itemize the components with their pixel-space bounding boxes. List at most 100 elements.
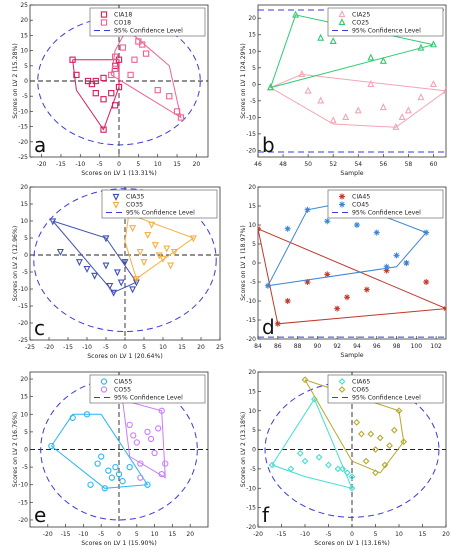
- y-tick-label: 0: [252, 447, 256, 454]
- x-tick-label: 15: [173, 161, 181, 168]
- y-tick-label: 25: [20, 2, 28, 9]
- data-point: [298, 70, 306, 78]
- y-tick-label: -20: [18, 139, 28, 146]
- data-point: [325, 461, 332, 469]
- legend-marker: [100, 386, 108, 393]
- plot-area: [258, 199, 446, 338]
- x-tick-label: 0: [350, 531, 354, 538]
- data-point: [127, 71, 134, 79]
- y-tick-label: 5: [24, 429, 28, 436]
- legend-marker: [338, 378, 346, 385]
- data-point: [132, 276, 140, 284]
- data-point: [133, 439, 140, 446]
- data-point: [100, 74, 107, 82]
- data-point: [274, 320, 281, 327]
- y-tick-label: 20: [248, 369, 256, 376]
- panel-b: 46 48 50 52 54 56 58 60 -20 -15 -10 -5 0 5 10 15 20 Sampl…: [240, 4, 447, 177]
- series-hull: [258, 228, 446, 325]
- x-tick-label: 54: [354, 161, 362, 168]
- y-tick-label: -10: [246, 298, 256, 305]
- x-tick-label: 46: [254, 161, 262, 168]
- y-tick-label: -10: [18, 286, 28, 293]
- data-point: [69, 56, 76, 63]
- data-point: [73, 71, 80, 79]
- legend-ci-label: 95% Confidence Level: [126, 210, 195, 217]
- data-point: [69, 414, 76, 421]
- data-point: [87, 481, 94, 488]
- x-tick-label: 56: [380, 161, 388, 168]
- legend-ci-label: 95% Confidence Level: [352, 395, 421, 402]
- data-point: [111, 65, 119, 72]
- data-point: [92, 90, 99, 97]
- x-axis-label: Scores on LV 1 (20.64%): [87, 353, 162, 360]
- y-tick-label: 10: [20, 411, 28, 418]
- data-point: [121, 259, 129, 267]
- data-point: [342, 113, 350, 120]
- data-point: [404, 106, 412, 114]
- y-tick-label: -15: [246, 505, 256, 512]
- x-tick-label: 100: [411, 343, 423, 350]
- y-tick-label: 15: [248, 203, 256, 210]
- data-point: [264, 282, 271, 289]
- x-tick-label: -10: [82, 344, 92, 351]
- data-point: [304, 279, 311, 285]
- y-axis-label: Scores on LV 2 (13.18%): [240, 412, 247, 487]
- x-tick-label: 88: [294, 343, 302, 350]
- legend-label: CO65: [352, 387, 369, 394]
- y-tick-label: 20: [248, 15, 256, 22]
- data-point: [102, 235, 110, 243]
- legend-marker: [100, 11, 108, 18]
- data-point: [129, 286, 137, 294]
- data-point: [102, 262, 110, 270]
- y-tick-label: -5: [22, 269, 28, 276]
- data-point: [315, 453, 323, 461]
- x-tick-label: 0: [123, 344, 127, 351]
- data-point: [151, 449, 158, 457]
- x-tick-label: -10: [75, 161, 85, 168]
- data-point: [189, 235, 197, 243]
- data-point: [147, 435, 155, 443]
- series-hull: [122, 399, 166, 479]
- y-tick-label: -5: [22, 93, 28, 100]
- x-tick-label: -25: [25, 344, 35, 351]
- x-tick-label: 15: [419, 531, 427, 538]
- data-point: [144, 428, 151, 436]
- data-point: [317, 33, 325, 41]
- x-tick-label: 98: [393, 343, 401, 350]
- panel-a: -20 -15 -10 -5 0 5 10 15 20 -25 -20 -15 -10 -5 0 5 10 15 2…: [12, 2, 209, 177]
- data-point: [334, 465, 342, 473]
- legend-label: CIA18: [114, 12, 132, 19]
- data-point: [423, 279, 430, 285]
- data-point: [301, 376, 309, 384]
- x-tick-label: -5: [98, 531, 104, 538]
- data-point: [136, 248, 144, 256]
- data-point: [362, 457, 370, 465]
- y-axis-label: Scores on LV 2 (12.96%): [12, 226, 19, 301]
- x-tick-label: 15: [178, 344, 186, 351]
- data-point: [148, 221, 156, 229]
- y-tick-label: 15: [248, 32, 256, 39]
- y-axis-label: Scores on LV 1 (18.97%): [240, 225, 247, 300]
- x-tick-label: 0: [117, 161, 121, 168]
- x-tick-label: 15: [169, 531, 177, 538]
- series-hull: [72, 59, 120, 131]
- x-axis-label: Scores on LV 1 (13.16%): [314, 540, 389, 547]
- legend-marker: [338, 386, 346, 393]
- data-point: [296, 449, 304, 457]
- series-hull: [124, 213, 195, 280]
- data-point: [49, 218, 57, 226]
- x-tick-label: 86: [274, 343, 282, 350]
- y-tick-label: 5: [252, 241, 256, 248]
- x-tick-label: 5: [136, 161, 140, 168]
- legend-marker: [338, 10, 346, 18]
- data-point: [403, 260, 410, 266]
- legend-ci-label: 95% Confidence Level: [114, 395, 183, 402]
- x-tick-label: -15: [63, 344, 73, 351]
- x-tick-label: -15: [61, 531, 71, 538]
- data-point: [162, 460, 169, 467]
- y-tick-label: 0: [252, 81, 256, 88]
- data-point: [75, 259, 83, 267]
- data-point: [112, 463, 119, 471]
